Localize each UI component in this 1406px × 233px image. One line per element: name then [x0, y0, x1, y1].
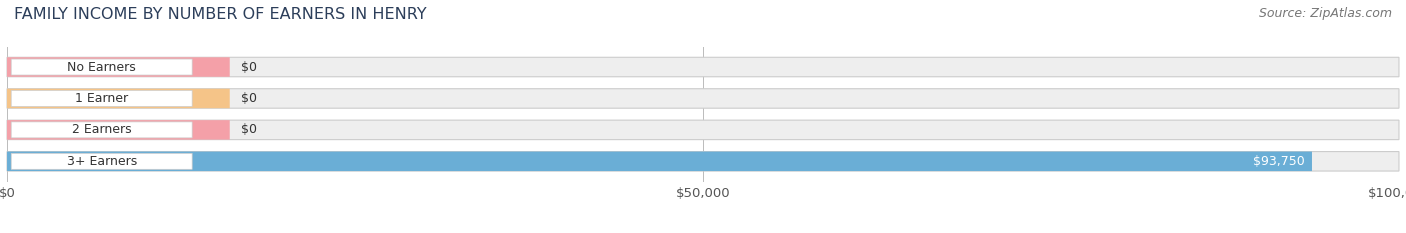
FancyBboxPatch shape	[7, 120, 229, 140]
FancyBboxPatch shape	[7, 152, 1399, 171]
Text: $0: $0	[240, 123, 257, 136]
FancyBboxPatch shape	[11, 90, 193, 106]
Text: $93,750: $93,750	[1253, 155, 1305, 168]
FancyBboxPatch shape	[7, 57, 1399, 77]
Text: 3+ Earners: 3+ Earners	[66, 155, 136, 168]
Text: FAMILY INCOME BY NUMBER OF EARNERS IN HENRY: FAMILY INCOME BY NUMBER OF EARNERS IN HE…	[14, 7, 426, 22]
FancyBboxPatch shape	[11, 59, 193, 75]
Text: No Earners: No Earners	[67, 61, 136, 74]
Text: 1 Earner: 1 Earner	[75, 92, 128, 105]
FancyBboxPatch shape	[7, 89, 1399, 108]
FancyBboxPatch shape	[7, 57, 229, 77]
FancyBboxPatch shape	[7, 120, 1399, 140]
Text: $0: $0	[240, 92, 257, 105]
FancyBboxPatch shape	[11, 122, 193, 138]
Text: $0: $0	[240, 61, 257, 74]
FancyBboxPatch shape	[11, 153, 193, 169]
Text: Source: ZipAtlas.com: Source: ZipAtlas.com	[1258, 7, 1392, 20]
FancyBboxPatch shape	[7, 152, 1312, 171]
Text: 2 Earners: 2 Earners	[72, 123, 132, 136]
FancyBboxPatch shape	[7, 89, 229, 108]
